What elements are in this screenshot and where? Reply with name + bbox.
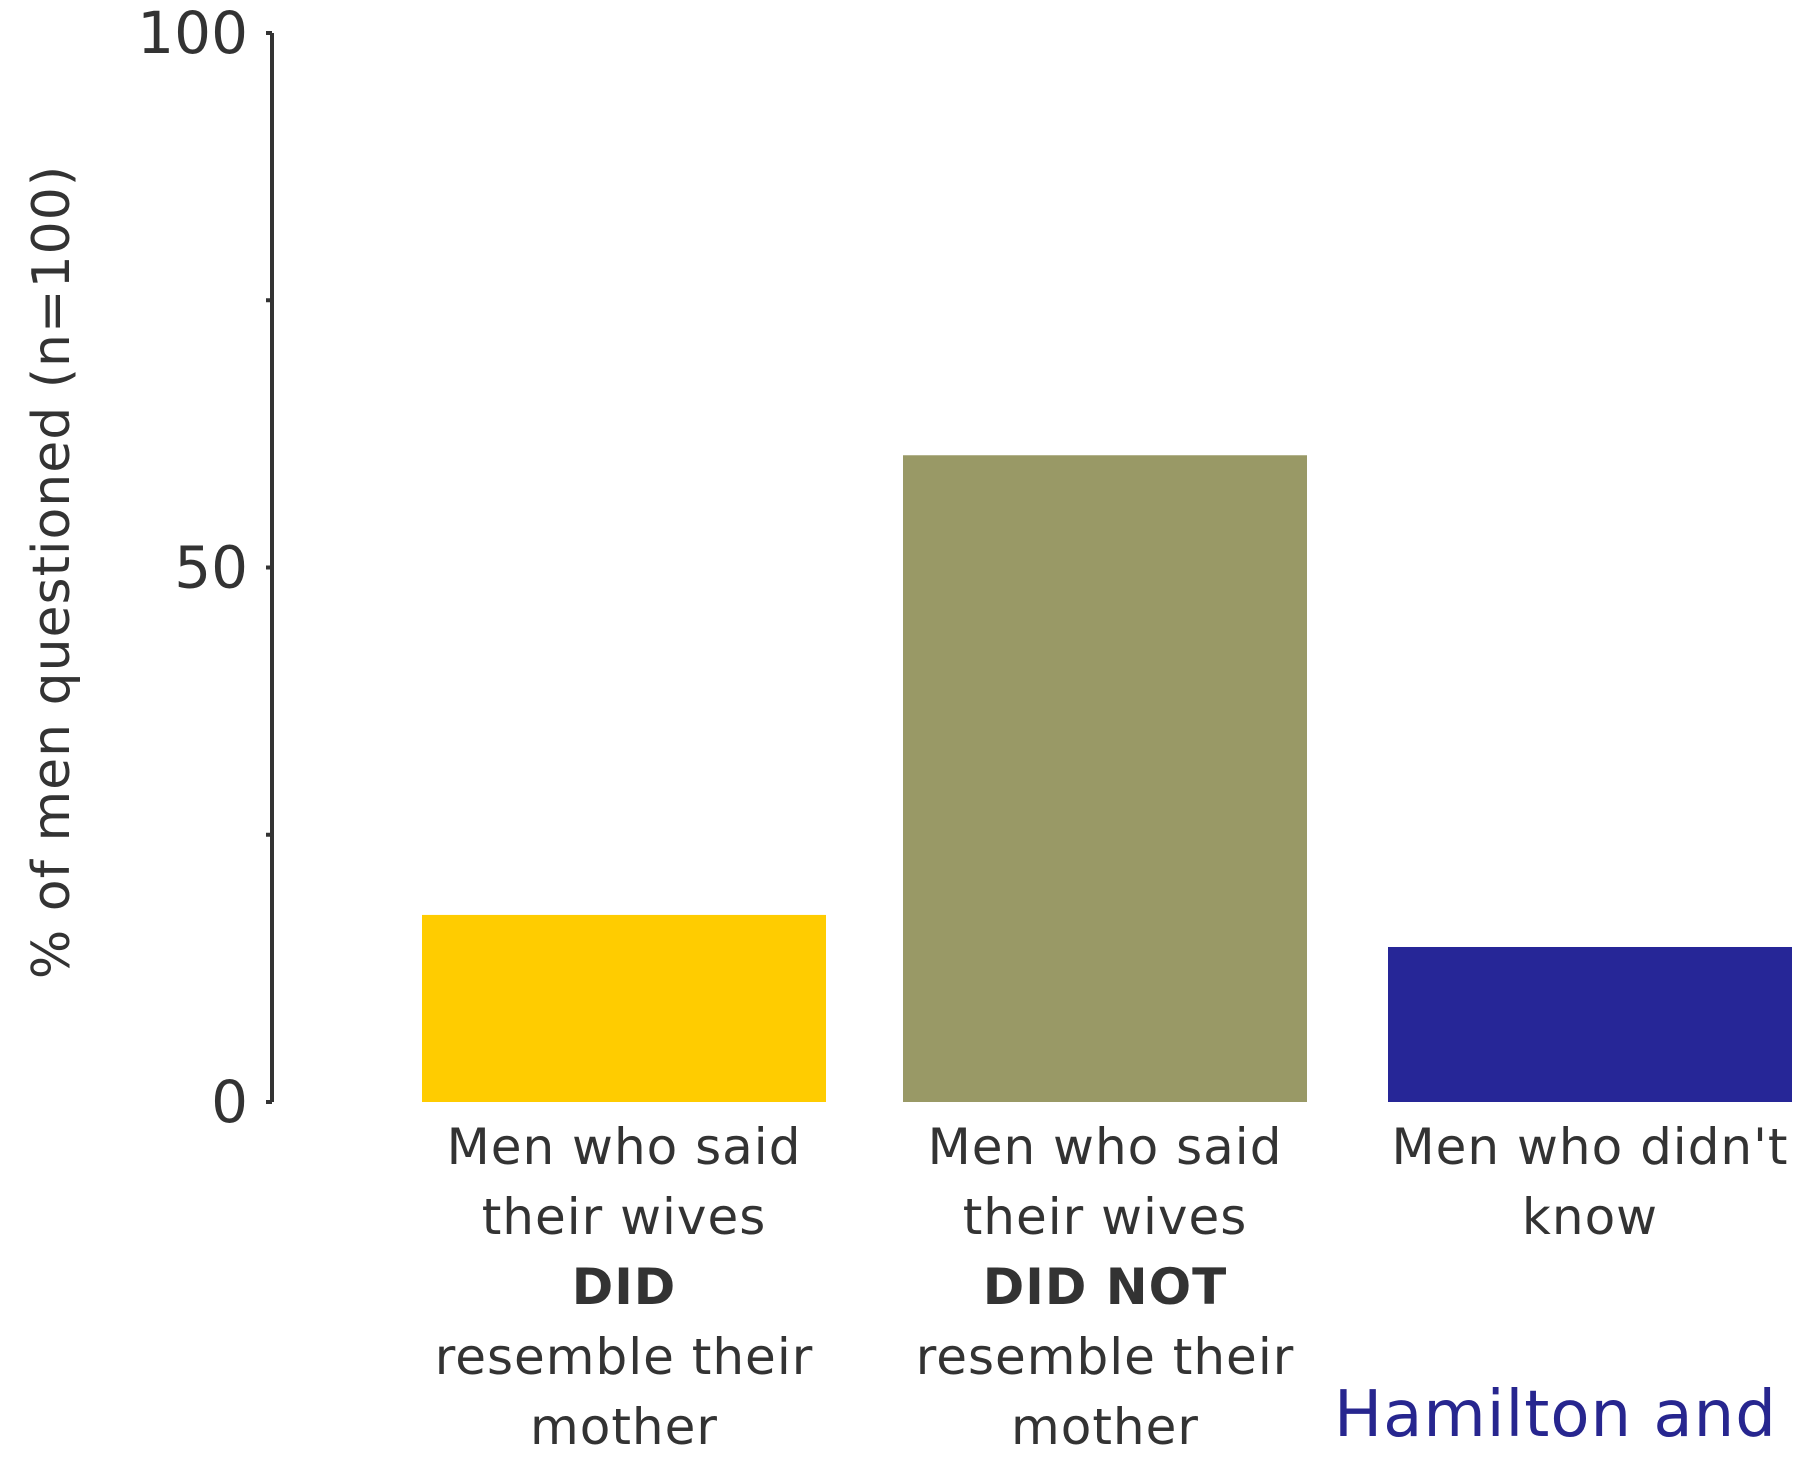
bar <box>1388 947 1792 1102</box>
x-tick-label-line: their wives <box>404 1182 844 1252</box>
x-tick-label: Men who said their wives DID NOT resemble t… <box>885 1112 1325 1462</box>
x-tick-label-line: know <box>1370 1182 1804 1252</box>
y-tick-label: 50 <box>174 534 248 602</box>
x-tick-label-emphasis: DID <box>404 1252 844 1322</box>
x-tick-label: Men who said their wives DID resemble their… <box>404 1112 844 1462</box>
y-axis-label: % of men questioned (n=100) <box>22 165 82 979</box>
x-tick-label: Men who didn't know <box>1370 1112 1804 1252</box>
bars <box>422 455 1792 1102</box>
x-tick-label-line: resemble their <box>885 1322 1325 1392</box>
y-ticks: 0 50 100 <box>137 0 272 1136</box>
y-tick-label: 100 <box>137 0 248 67</box>
x-tick-label-line: Men who said <box>404 1112 844 1182</box>
x-tick-label-line: their wives <box>885 1182 1325 1252</box>
bar <box>422 915 826 1102</box>
x-tick-label-line: resemble their <box>404 1322 844 1392</box>
x-tick-label-emphasis: DID NOT <box>885 1252 1325 1322</box>
x-tick-label-line: mother <box>404 1392 844 1462</box>
y-tick-label: 0 <box>211 1068 248 1136</box>
credit-text: Hamilton and <box>1334 1378 1777 1452</box>
x-tick-label-line: mother <box>885 1392 1325 1462</box>
x-tick-label-line: Men who said <box>885 1112 1325 1182</box>
x-tick-label-line: Men who didn't <box>1370 1112 1804 1182</box>
bar <box>903 455 1307 1102</box>
